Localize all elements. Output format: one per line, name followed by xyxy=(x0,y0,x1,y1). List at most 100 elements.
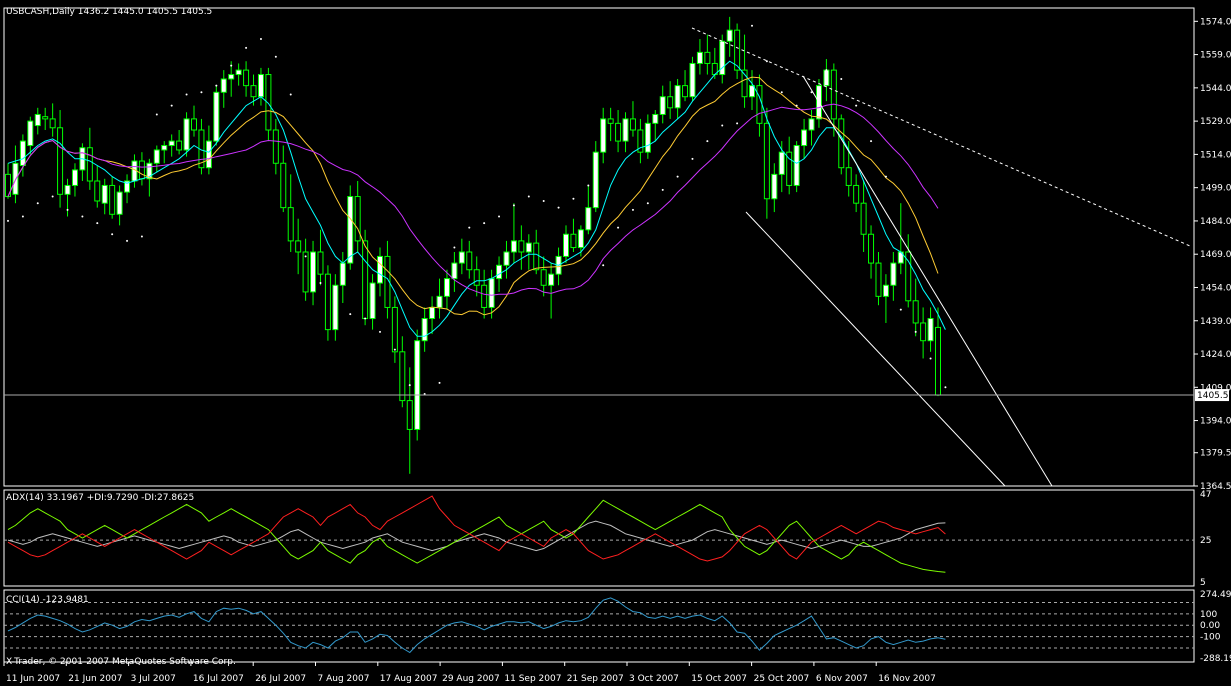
candle-body xyxy=(525,242,532,253)
time-tick-label: 7 Aug 2007 xyxy=(318,674,370,684)
adx-tick-label: 47 xyxy=(1200,490,1211,500)
candle-body xyxy=(756,85,763,124)
sar-dot xyxy=(408,384,411,387)
candle-body xyxy=(548,273,555,286)
candle-body xyxy=(168,140,175,147)
candle-body xyxy=(161,145,168,151)
sar-dot xyxy=(438,381,441,384)
candle-body xyxy=(124,180,131,193)
candle-body xyxy=(696,51,703,64)
sar-dot xyxy=(304,255,307,258)
time-tick-label: 16 Nov 2007 xyxy=(878,674,936,684)
price-pane[interactable]: 1574.0 1559.0 1544.0 1529.0 1514.0 1499.0 1484… xyxy=(3,7,1231,492)
sar-dot xyxy=(587,184,590,187)
candle-body xyxy=(577,229,584,249)
adx-line xyxy=(7,520,946,552)
candle-body xyxy=(176,140,183,151)
cci-pane-frame xyxy=(3,589,1195,663)
sar-dot xyxy=(21,215,24,218)
candle-body xyxy=(540,269,547,286)
sar-dot xyxy=(185,93,188,96)
sar-dot xyxy=(111,233,114,236)
candle-body xyxy=(763,122,770,200)
sar-dot xyxy=(676,175,679,178)
candle-body xyxy=(243,69,250,87)
candle-body xyxy=(741,69,748,98)
candle-body xyxy=(734,29,741,71)
sar-dot xyxy=(498,215,501,218)
sar-dot xyxy=(289,93,292,96)
candle-body xyxy=(213,91,220,142)
candle-body xyxy=(533,242,540,271)
price-tick-label: 1514.0 xyxy=(1200,150,1231,160)
candle-body xyxy=(272,129,279,164)
candle-body xyxy=(801,129,808,147)
candle-body xyxy=(280,162,287,209)
candle-body xyxy=(823,69,830,87)
sar-dot xyxy=(825,69,828,72)
price-tick-label: 1484.0 xyxy=(1200,217,1231,227)
candle-body xyxy=(838,118,845,169)
ma-mid-line xyxy=(7,76,939,316)
candle-body xyxy=(615,122,622,142)
time-tick-label: 11 Sep 2007 xyxy=(504,674,561,684)
sar-dot xyxy=(795,104,798,107)
minus-di-line xyxy=(7,495,946,562)
candle-body xyxy=(146,162,153,180)
adx-pane[interactable]: 47 25 5 xyxy=(3,489,1211,588)
sar-dot xyxy=(7,219,9,222)
candle-body xyxy=(749,85,755,98)
candle-body xyxy=(49,118,56,129)
candle-body xyxy=(518,240,525,253)
candle-body xyxy=(287,207,294,242)
price-tick-label: 1424.0 xyxy=(1200,350,1231,360)
ma-slow-line xyxy=(7,103,939,296)
candle-body xyxy=(622,118,629,142)
candle-body xyxy=(5,173,11,198)
time-tick-label: 15 Oct 2007 xyxy=(691,674,747,684)
time-tick-label: 29 Aug 2007 xyxy=(442,674,500,684)
candle-body xyxy=(607,118,614,124)
candle-body xyxy=(443,278,450,297)
cci-tick-label: -288.197 xyxy=(1200,654,1231,664)
price-tick-label: 1574.0 xyxy=(1200,17,1231,27)
sar-dot xyxy=(96,222,99,225)
candle-body xyxy=(406,400,413,430)
candle-body xyxy=(295,240,302,253)
cci-line xyxy=(7,597,946,654)
sar-dot xyxy=(929,357,932,360)
candle-body xyxy=(719,40,726,76)
candle-body xyxy=(414,340,421,430)
candle-body xyxy=(845,167,852,186)
cci-tick-label: 274.493 xyxy=(1200,590,1231,600)
sar-dot xyxy=(691,157,694,160)
sar-dot xyxy=(349,313,352,316)
candle-body xyxy=(659,96,666,115)
candle-body xyxy=(600,118,607,153)
candle-body xyxy=(64,184,71,195)
candle-body xyxy=(183,118,190,151)
sar-dot xyxy=(126,239,129,242)
price-pane-frame xyxy=(3,7,1195,487)
time-tick-label: 3 Oct 2007 xyxy=(629,674,679,684)
sar-dot xyxy=(751,24,753,27)
candle-body xyxy=(250,85,257,98)
time-tick-label: 21 Sep 2007 xyxy=(567,674,624,684)
sar-dot xyxy=(379,330,381,333)
candle-body xyxy=(34,113,41,127)
candle-body xyxy=(94,180,101,202)
candle-body xyxy=(257,74,264,98)
candle-body xyxy=(421,318,428,342)
candle-body xyxy=(890,262,897,286)
candle-body xyxy=(369,282,376,320)
price-tick-label: 1499.0 xyxy=(1200,184,1231,194)
candle-body xyxy=(235,69,242,76)
sar-dot xyxy=(66,208,69,211)
candle-body xyxy=(153,149,160,164)
candle-body xyxy=(324,273,331,331)
sar-dot xyxy=(617,226,620,229)
candle-body xyxy=(362,240,369,320)
candle-body xyxy=(458,251,465,264)
